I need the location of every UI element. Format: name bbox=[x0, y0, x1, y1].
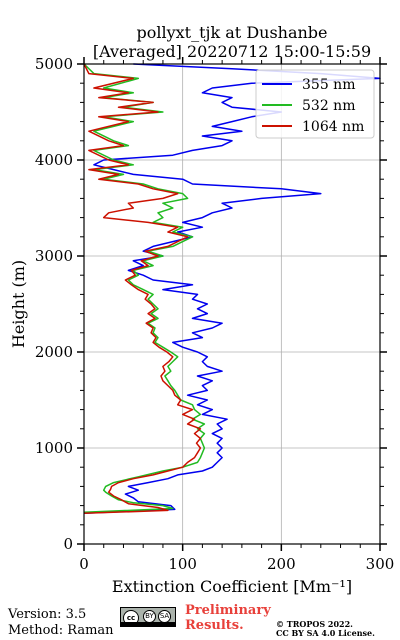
chart-title-line2: [Averaged] 20220712 15:00-15:59 bbox=[93, 42, 371, 61]
series-layer bbox=[83, 63, 381, 515]
license-text: CC BY SA 4.0 License. bbox=[276, 628, 375, 638]
series-line bbox=[83, 63, 206, 514]
y-tick-label: 5000 bbox=[35, 55, 73, 73]
version-info: Version: 3.5 Method: Raman bbox=[8, 607, 114, 639]
extinction-chart: pollyxt_tjk at Dushanbe [Averaged] 20220… bbox=[9, 23, 395, 596]
y-axis-label: Height (m) bbox=[9, 260, 28, 348]
chart-title-line1: pollyxt_tjk at Dushanbe bbox=[136, 23, 327, 42]
legend-label: 1064 nm bbox=[302, 119, 364, 135]
y-tick-label: 1000 bbox=[35, 439, 73, 457]
y-tick-label: 0 bbox=[63, 535, 73, 553]
method-text: Method: Raman bbox=[8, 623, 114, 638]
preliminary-notice: Preliminary Results. bbox=[185, 603, 271, 633]
series-line bbox=[83, 63, 202, 515]
version-text: Version: 3.5 bbox=[8, 607, 87, 622]
x-tick-label: 200 bbox=[267, 555, 296, 573]
legend-label: 355 nm bbox=[302, 77, 355, 93]
y-tick-label: 4000 bbox=[35, 151, 73, 169]
copyright-notice: © TROPOS 2022. CC BY SA 4.0 License. bbox=[276, 620, 375, 638]
axes bbox=[83, 63, 381, 545]
x-axis-label: Extinction Coefficient [Mm⁻¹] bbox=[112, 577, 352, 596]
preliminary-line1: Preliminary bbox=[185, 603, 271, 618]
plot-frame bbox=[83, 63, 381, 545]
legend-box bbox=[255, 69, 375, 139]
copyright-text: © TROPOS 2022. bbox=[276, 619, 353, 629]
x-tick-label: 0 bbox=[79, 555, 89, 573]
legend-label: 532 nm bbox=[302, 98, 355, 114]
preliminary-line2: Results. bbox=[185, 618, 244, 633]
badge-strip bbox=[121, 622, 175, 626]
y-tick-label: 3000 bbox=[35, 247, 73, 265]
x-tick-label: 100 bbox=[168, 555, 197, 573]
legend: 355 nm 532 nm 1064 nm bbox=[255, 69, 375, 139]
series-line bbox=[83, 63, 381, 515]
cc-license-badge: cc BY SA bbox=[120, 607, 176, 627]
x-tick-label: 300 bbox=[366, 555, 395, 573]
y-tick-label: 2000 bbox=[35, 343, 73, 361]
